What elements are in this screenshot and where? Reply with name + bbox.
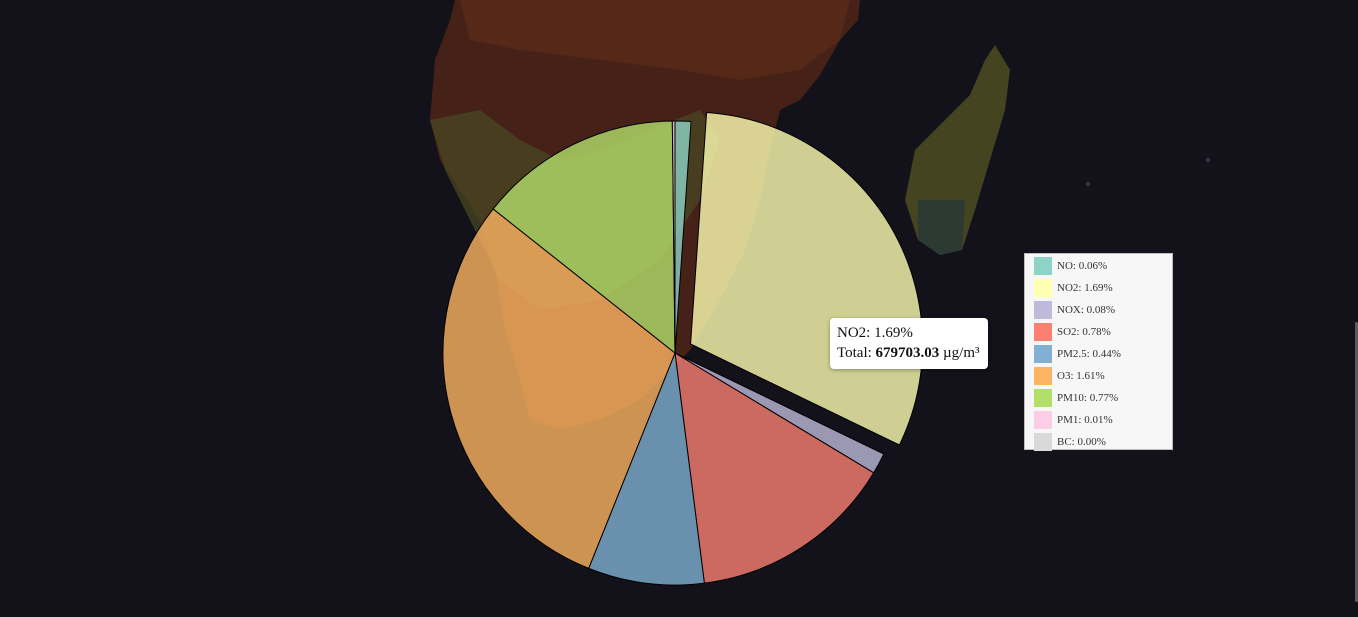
legend-swatch bbox=[1034, 345, 1052, 363]
tooltip-line-series: NO2: 1.69% bbox=[837, 325, 913, 341]
legend-item[interactable]: BC: 0.00% bbox=[1025, 431, 1172, 453]
legend-label: PM10: 0.77% bbox=[1057, 392, 1119, 404]
legend-swatch bbox=[1034, 279, 1052, 297]
pie-slice-pm25[interactable] bbox=[588, 351, 705, 586]
legend-item[interactable]: NO2: 1.69% bbox=[1025, 277, 1172, 299]
legend-item[interactable]: PM2.5: 0.44% bbox=[1025, 343, 1172, 365]
legend-label: NO: 0.06% bbox=[1057, 260, 1108, 272]
legend-label: O3: 1.61% bbox=[1057, 370, 1105, 382]
legend-item[interactable]: NO: 0.06% bbox=[1025, 255, 1172, 277]
chart-tooltip: NO2: 1.69% Total: 679703.03 µg/m³ bbox=[830, 318, 988, 369]
pie-slice-pm10[interactable] bbox=[492, 120, 676, 355]
legend-label: NOX: 0.08% bbox=[1057, 304, 1116, 316]
legend-swatch bbox=[1034, 367, 1052, 385]
pie-slice-so2[interactable] bbox=[674, 352, 875, 584]
island-dot bbox=[1206, 158, 1210, 162]
tooltip-line-total: Total: 679703.03 µg/m³ bbox=[837, 343, 980, 363]
island-dot bbox=[1086, 182, 1090, 186]
legend-item[interactable]: SO2: 0.78% bbox=[1025, 321, 1172, 343]
legend-swatch bbox=[1034, 389, 1052, 407]
tooltip-total-value: 679703.03 bbox=[875, 345, 940, 361]
legend-swatch bbox=[1034, 433, 1052, 451]
legend-swatch bbox=[1034, 301, 1052, 319]
legend-item[interactable]: NOX: 0.08% bbox=[1025, 299, 1172, 321]
legend-swatch bbox=[1034, 411, 1052, 429]
legend-label: PM1: 0.01% bbox=[1057, 414, 1113, 426]
legend-label: BC: 0.00% bbox=[1057, 436, 1106, 448]
legend-label: SO2: 0.78% bbox=[1057, 326, 1111, 338]
legend-item[interactable]: PM10: 0.77% bbox=[1025, 387, 1172, 409]
legend-label: PM2.5: 0.44% bbox=[1057, 348, 1121, 360]
page-scrollbar[interactable] bbox=[1355, 322, 1358, 602]
tooltip-total-unit: µg/m³ bbox=[939, 345, 980, 361]
chart-legend: NO: 0.06% NO2: 1.69% NOX: 0.08% SO2: 0.78% P… bbox=[1024, 253, 1173, 453]
pie-slice-no[interactable] bbox=[674, 120, 692, 354]
pie-slice-o3[interactable] bbox=[442, 208, 676, 570]
africa-region-north bbox=[460, 0, 850, 80]
legend-item[interactable]: PM1: 0.01% bbox=[1025, 409, 1172, 431]
legend-swatch bbox=[1034, 257, 1052, 275]
pie-slice-pm1[interactable] bbox=[671, 120, 676, 354]
legend-label: NO2: 1.69% bbox=[1057, 282, 1113, 294]
tooltip-total-prefix: Total: bbox=[837, 345, 876, 361]
madagascar-south bbox=[918, 200, 965, 255]
legend-item[interactable]: O3: 1.61% bbox=[1025, 365, 1172, 387]
legend-swatch bbox=[1034, 323, 1052, 341]
